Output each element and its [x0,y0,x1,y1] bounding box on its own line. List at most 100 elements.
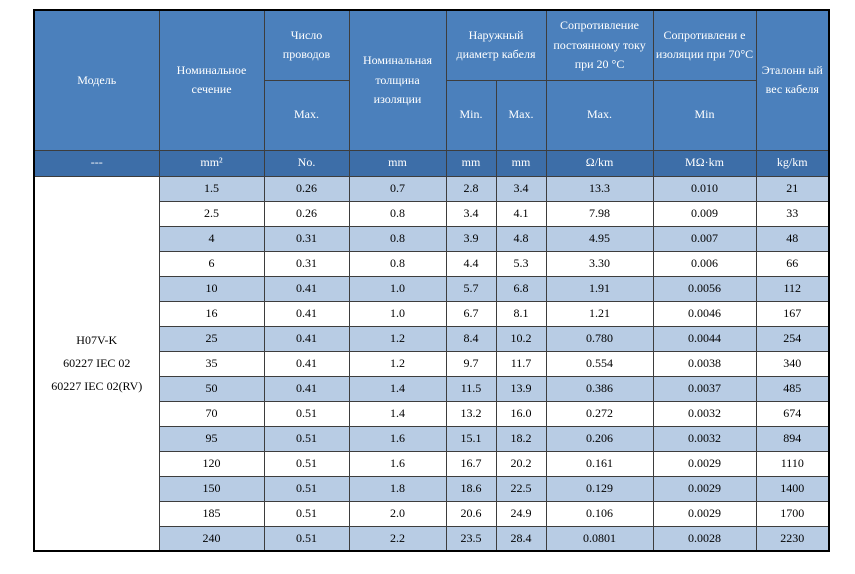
cable-spec-table: Модель Номинальное сечение Число проводо… [33,9,831,552]
header-insulation-resistance-min: Min [652,79,757,151]
header-dc-resistance-max: Max. [545,79,654,151]
model-name: H07V-K [76,333,118,348]
cell-dc-resistance: 13.3 [545,175,654,202]
cell-diameter-min: 16.7 [445,450,497,477]
cell-cross-section: 70 [158,400,265,427]
cell-cross-section: 35 [158,350,265,377]
cell-insulation: 1.6 [348,425,447,452]
cell-diameter-min: 9.7 [445,350,497,377]
cell-diameter-min: 3.4 [445,200,497,227]
cell-insulation-resistance: 0.0044 [652,325,757,352]
cell-cross-section: 50 [158,375,265,402]
cell-insulation: 0.8 [348,250,447,277]
cell-dc-resistance: 0.106 [545,500,654,527]
cell-dc-resistance: 4.95 [545,225,654,252]
cell-wires-max: 0.41 [263,275,350,302]
cell-diameter-max: 11.7 [495,350,547,377]
header-weight: Эталонн ый вес кабеля [755,9,830,151]
cell-insulation-resistance: 0.0029 [652,500,757,527]
cell-insulation-resistance: 0.0029 [652,450,757,477]
header-insulation-thickness: Номинальная толщина изоляции [348,9,447,151]
cell-diameter-max: 4.1 [495,200,547,227]
cell-dc-resistance: 0.272 [545,400,654,427]
cell-weight: 2230 [755,525,830,552]
cell-cross-section: 95 [158,425,265,452]
cell-wires-max: 0.26 [263,200,350,227]
table-row: 35 0.41 1.2 9.7 11.7 0.554 0.0038 340 [34,350,830,377]
cell-wires-max: 0.41 [263,375,350,402]
table-body: H07V-K 60227 IEC 02 60227 IEC 02(RV) 1.5 0.2… [33,175,830,552]
table-row: 2.5 0.26 0.8 3.4 4.1 7.98 0.009 33 [34,200,830,227]
header-row-top: Модель Номинальное сечение Число проводо… [33,9,830,151]
cell-insulation: 1.6 [348,450,447,477]
cell-insulation: 0.7 [348,175,447,202]
unit-diameter-min: mm [445,149,497,177]
table-row: 120 0.51 1.6 16.7 20.2 0.161 0.0029 1110 [34,450,830,477]
header-diameter-max: Max. [495,79,547,151]
cell-wires-max: 0.51 [263,400,350,427]
unit-wires: No. [263,149,350,177]
cell-weight: 254 [755,325,830,352]
cell-insulation: 1.2 [348,325,447,352]
header-cross-section: Номинальное сечение [158,9,265,151]
cell-cross-section: 185 [158,500,265,527]
cell-diameter-min: 3.9 [445,225,497,252]
cell-insulation: 2.2 [348,525,447,552]
cell-weight: 340 [755,350,830,377]
cell-insulation: 0.8 [348,200,447,227]
unit-cross-section: mm² [158,149,265,177]
cell-wires-max: 0.31 [263,250,350,277]
cell-cross-section: 1.5 [158,175,265,202]
cell-wires-max: 0.51 [263,450,350,477]
table-row: H07V-K 60227 IEC 02 60227 IEC 02(RV) 1.5 0.2… [33,175,830,552]
cell-diameter-max: 13.9 [495,375,547,402]
cell-diameter-max: 24.9 [495,500,547,527]
cell-wires-max: 0.41 [263,300,350,327]
cell-diameter-min: 20.6 [445,500,497,527]
cell-dc-resistance: 0.780 [545,325,654,352]
cell-diameter-min: 11.5 [445,375,497,402]
cell-weight: 167 [755,300,830,327]
cell-diameter-max: 10.2 [495,325,547,352]
cell-wires-max: 0.51 [263,425,350,452]
table-row: 70 0.51 1.4 13.2 16.0 0.272 0.0032 674 [34,400,830,427]
cell-dc-resistance: 0.386 [545,375,654,402]
cell-diameter-max: 18.2 [495,425,547,452]
cell-insulation-resistance: 0.009 [652,200,757,227]
units-row: --- mm² No. mm mm mm Ω/km MΩ·km kg/km [33,149,830,177]
cell-diameter-max: 20.2 [495,450,547,477]
cell-insulation: 2.0 [348,500,447,527]
cell-cross-section: 6 [158,250,265,277]
header-model: Модель [33,9,160,151]
unit-dc-resistance: Ω/km [545,149,654,177]
header-wires: Число проводов [263,9,350,81]
cell-diameter-max: 4.8 [495,225,547,252]
cell-wires-max: 0.51 [263,500,350,527]
cell-diameter-max: 5.3 [495,250,547,277]
cell-insulation-resistance: 0.0028 [652,525,757,552]
cell-insulation-resistance: 0.0029 [652,475,757,502]
cell-weight: 1110 [755,450,830,477]
cell-cross-section: 4 [158,225,265,252]
cell-insulation-resistance: 0.0056 [652,275,757,302]
cell-diameter-max: 28.4 [495,525,547,552]
cell-dc-resistance: 3.30 [545,250,654,277]
cell-diameter-min: 4.4 [445,250,497,277]
cell-diameter-min: 13.2 [445,400,497,427]
cell-insulation: 1.4 [348,375,447,402]
cell-insulation-resistance: 0.007 [652,225,757,252]
cell-cross-section: 2.5 [158,200,265,227]
table-row: 10 0.41 1.0 5.7 6.8 1.91 0.0056 112 [34,275,830,302]
cell-weight: 485 [755,375,830,402]
table-row: 185 0.51 2.0 20.6 24.9 0.106 0.0029 1700 [34,500,830,527]
cell-wires-max: 0.51 [263,475,350,502]
unit-model: --- [33,149,160,177]
cell-diameter-max: 3.4 [495,175,547,202]
header-dc-resistance: Сопротивление постоянному току при 20 °C [545,9,654,81]
cell-dc-resistance: 0.554 [545,350,654,377]
cell-insulation-resistance: 0.0032 [652,425,757,452]
cell-diameter-max: 22.5 [495,475,547,502]
cell-wires-max: 0.31 [263,225,350,252]
cell-insulation-resistance: 0.0032 [652,400,757,427]
cell-diameter-min: 23.5 [445,525,497,552]
